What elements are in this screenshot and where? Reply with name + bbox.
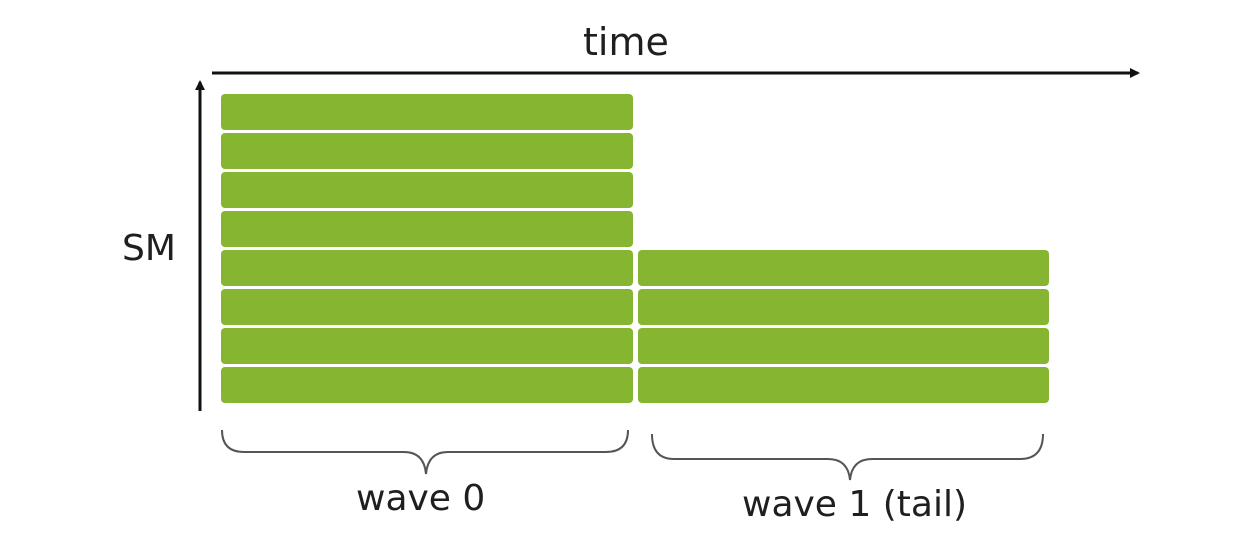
wave0-sm-block bbox=[221, 328, 633, 364]
wave1-brace bbox=[651, 433, 1044, 481]
wave0-sm-block bbox=[221, 367, 633, 403]
wave0-sm-block bbox=[221, 211, 633, 247]
wave1-sm-block bbox=[638, 367, 1049, 403]
wave1-sm-block bbox=[638, 250, 1049, 286]
wave0-sm-block bbox=[221, 289, 633, 325]
sm-axis-label: SM bbox=[122, 228, 176, 269]
wave0-sm-block bbox=[221, 250, 633, 286]
wave1-sm-block bbox=[638, 289, 1049, 325]
wave1-sm-block bbox=[638, 328, 1049, 364]
wave0-sm-block bbox=[221, 172, 633, 208]
wave0-brace bbox=[221, 429, 629, 475]
wave0-sm-block bbox=[221, 94, 633, 130]
wave1-label: wave 1 (tail) bbox=[742, 484, 968, 525]
sm-blocks bbox=[221, 94, 1049, 403]
wave0-sm-block bbox=[221, 133, 633, 169]
time-axis-label: time bbox=[583, 20, 669, 64]
wave0-label: wave 0 bbox=[356, 478, 486, 519]
